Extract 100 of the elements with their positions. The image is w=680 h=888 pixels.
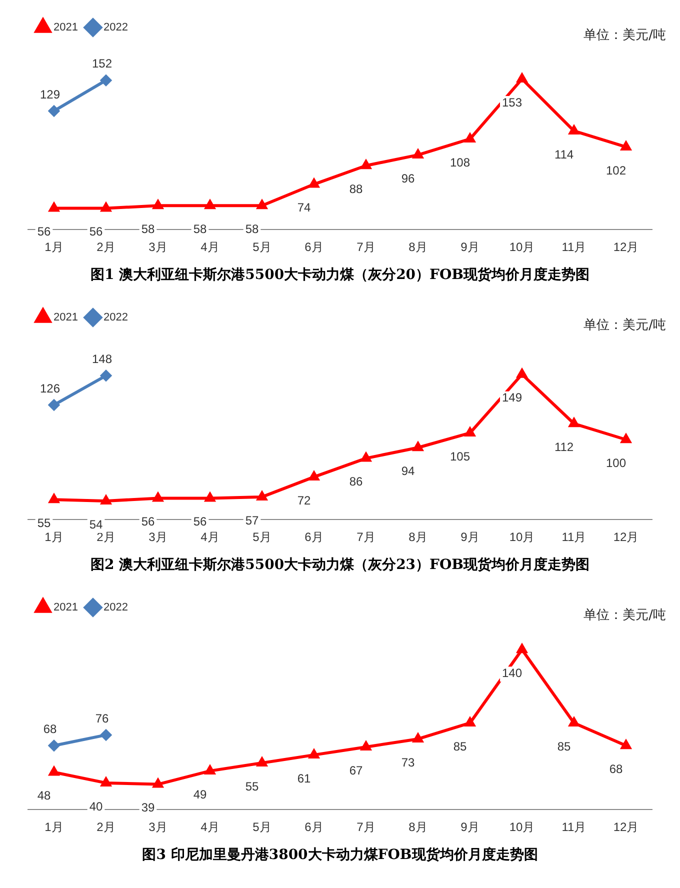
data-label: 86 [349,474,363,489]
x-tick-label: 12月 [613,820,639,834]
text: 单位：美元/吨 [584,27,666,44]
point [569,717,579,726]
data-label: 56 [37,224,51,239]
data-label: 114 [554,147,574,162]
point [153,492,163,502]
point [309,178,319,188]
x-tick-label: 9月 [460,240,480,254]
data-label: 88 [349,182,363,196]
x-tick-label: 11月 [562,530,586,544]
point [257,491,267,500]
data-label: 67 [349,763,363,778]
data-label: 48 [37,788,51,803]
data-label: 94 [401,464,415,478]
data-label: 100 [606,456,626,470]
data-label: 105 [450,449,470,464]
data-label: 85 [453,739,467,754]
x-tick-label: 3月 [148,820,168,834]
data-label: 129 [40,87,60,102]
legend-label: 2021 [54,602,78,614]
x-tick-label: 1月 [44,530,64,544]
data-label: 56 [89,224,103,239]
point [257,757,267,766]
point [100,729,112,740]
text: 图1 澳大利亚纽卡斯尔港5500大卡动力煤（灰分20）FOB现货均价月度走势图 [89,266,591,284]
x-tick-label: 6月 [304,240,324,254]
data-label: 102 [606,163,626,178]
x-tick-label: 2月 [96,820,116,834]
text: 单位：美元/吨 [584,607,666,624]
data-label: 58 [141,222,155,236]
point [205,492,215,502]
legend-label: 2021 [54,22,78,34]
data-label: 56 [193,514,207,529]
data-label: 126 [40,381,60,396]
x-tick-label: 10月 [509,240,535,254]
data-label: 149 [502,390,522,405]
data-label: 76 [95,711,109,726]
point [101,495,111,504]
x-tick-label: 7月 [356,530,376,544]
data-label: 56 [141,514,155,529]
data-label: 140 [502,666,522,680]
data-label: 58 [193,222,207,236]
legend-label: 2022 [103,22,128,34]
point [48,399,60,410]
data-label: 148 [92,352,112,366]
data-label: 153 [502,95,522,110]
x-tick-label: 8月 [408,530,428,544]
x-tick-label: 8月 [408,240,428,254]
data-label: 73 [401,755,415,770]
legend-label: 2022 [103,312,128,324]
x-tick-label: 3月 [148,240,168,254]
point [413,149,423,158]
point [49,766,59,776]
x-tick-label: 2月 [96,240,116,254]
data-label: 152 [92,56,112,71]
point [309,749,319,758]
x-tick-label: 6月 [304,820,324,834]
x-tick-label: 12月 [613,240,639,254]
data-label: 61 [297,771,311,786]
point [621,434,631,444]
point [49,202,59,212]
data-label: 68 [43,722,57,736]
data-label: 68 [609,762,623,776]
legend-label: 2021 [54,312,78,324]
legend-label: 2022 [103,602,128,614]
x-tick-label: 4月 [200,240,220,254]
x-tick-label: 9月 [460,530,480,544]
data-label: 74 [297,200,311,215]
point [621,740,631,750]
data-label: 72 [297,493,311,508]
x-tick-label: 6月 [304,530,324,544]
point [205,200,215,210]
x-tick-label: 7月 [356,820,376,834]
point [153,778,163,788]
x-tick-label: 1月 [44,820,64,834]
text: 图2 澳大利亚纽卡斯尔港5500大卡动力煤（灰分23）FOB现货均价月度走势图 [89,556,591,574]
data-label: 39 [141,800,155,815]
x-tick-label: 12月 [613,530,639,544]
x-tick-label: 11月 [562,820,586,834]
point [153,200,163,210]
point [257,200,267,210]
x-tick-label: 10月 [509,820,535,834]
point [465,717,475,726]
point [100,74,112,86]
point [569,418,579,428]
point [465,427,475,436]
text: 单位：美元/吨 [584,317,666,334]
point [361,741,371,750]
data-label: 57 [245,513,259,528]
x-tick-label: 4月 [200,530,220,544]
point [361,160,371,170]
data-label: 49 [193,787,207,802]
x-tick-label: 9月 [460,820,480,834]
point [413,733,423,742]
x-tick-label: 4月 [200,820,220,834]
data-label: 112 [554,440,574,454]
text: 图3 印尼加里曼丹港3800大卡动力煤FOB现货均价月度走势图 [141,846,539,864]
data-label: 40 [89,799,103,814]
point [413,442,423,452]
